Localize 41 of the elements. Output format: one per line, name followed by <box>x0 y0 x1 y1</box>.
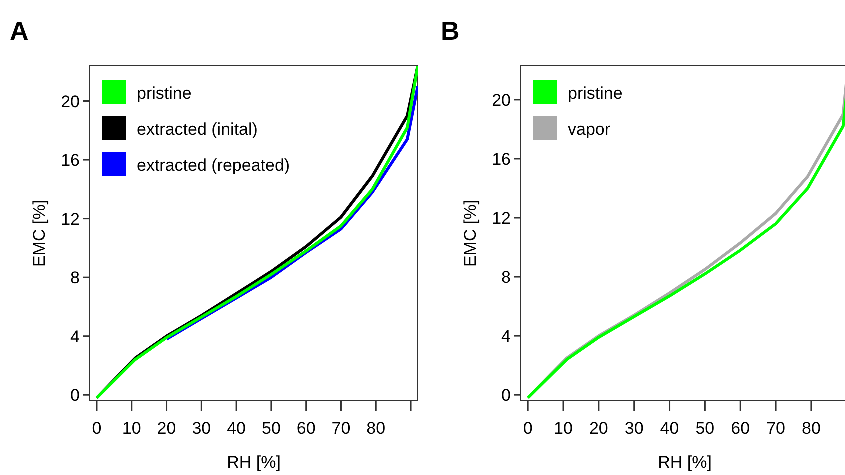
x-axis-title: RH [%] <box>658 453 712 472</box>
x-tick-label: 50 <box>262 419 281 438</box>
x-tick-label: 60 <box>296 419 316 438</box>
x-tick-label: 80 <box>366 419 386 438</box>
chart-title: B <box>441 16 460 46</box>
x-tick-label: 30 <box>192 419 212 438</box>
legend-label: pristine <box>137 84 192 103</box>
y-tick-label: 0 <box>502 386 511 406</box>
x-tick-label: 10 <box>122 419 142 438</box>
y-tick-label: 12 <box>492 209 511 228</box>
x-tick-label: 70 <box>332 419 351 438</box>
y-tick-label: 16 <box>492 150 511 169</box>
x-tick-label: 0 <box>92 419 102 438</box>
chart-title: A <box>10 16 29 46</box>
y-tick-label: 20 <box>61 92 80 112</box>
x-tick-label: 20 <box>157 419 176 438</box>
y-tick-label: 12 <box>61 210 80 229</box>
legend-label: extracted (repeated) <box>137 156 290 175</box>
legend-label: pristine <box>568 84 623 103</box>
x-tick-label: 10 <box>554 419 573 438</box>
x-tick-label: 40 <box>660 419 680 438</box>
y-tick-label: 20 <box>492 90 511 110</box>
y-tick-label: 16 <box>61 151 80 170</box>
y-tick-label: 8 <box>502 268 511 288</box>
y-tick-label: 4 <box>502 327 511 346</box>
y-tick-label: 8 <box>70 268 80 288</box>
x-tick-label: 30 <box>624 419 644 438</box>
y-tick-label: 0 <box>70 386 80 406</box>
x-axis-title: RH [%] <box>227 453 281 472</box>
x-tick-label: 40 <box>227 419 246 438</box>
x-tick-label: 60 <box>731 419 750 438</box>
x-tick-label: 20 <box>589 419 608 438</box>
y-axis-title: EMC [%] <box>30 200 49 268</box>
y-tick-label: 4 <box>70 327 80 346</box>
x-tick-label: 50 <box>696 419 715 438</box>
x-tick-label: 0 <box>523 419 533 438</box>
legend-label: extracted (inital) <box>137 120 258 139</box>
x-tick-label: 80 <box>802 419 821 438</box>
x-tick-label: 70 <box>766 419 786 438</box>
legend-label: vapor <box>568 120 611 139</box>
y-axis-title: EMC [%] <box>461 200 480 268</box>
